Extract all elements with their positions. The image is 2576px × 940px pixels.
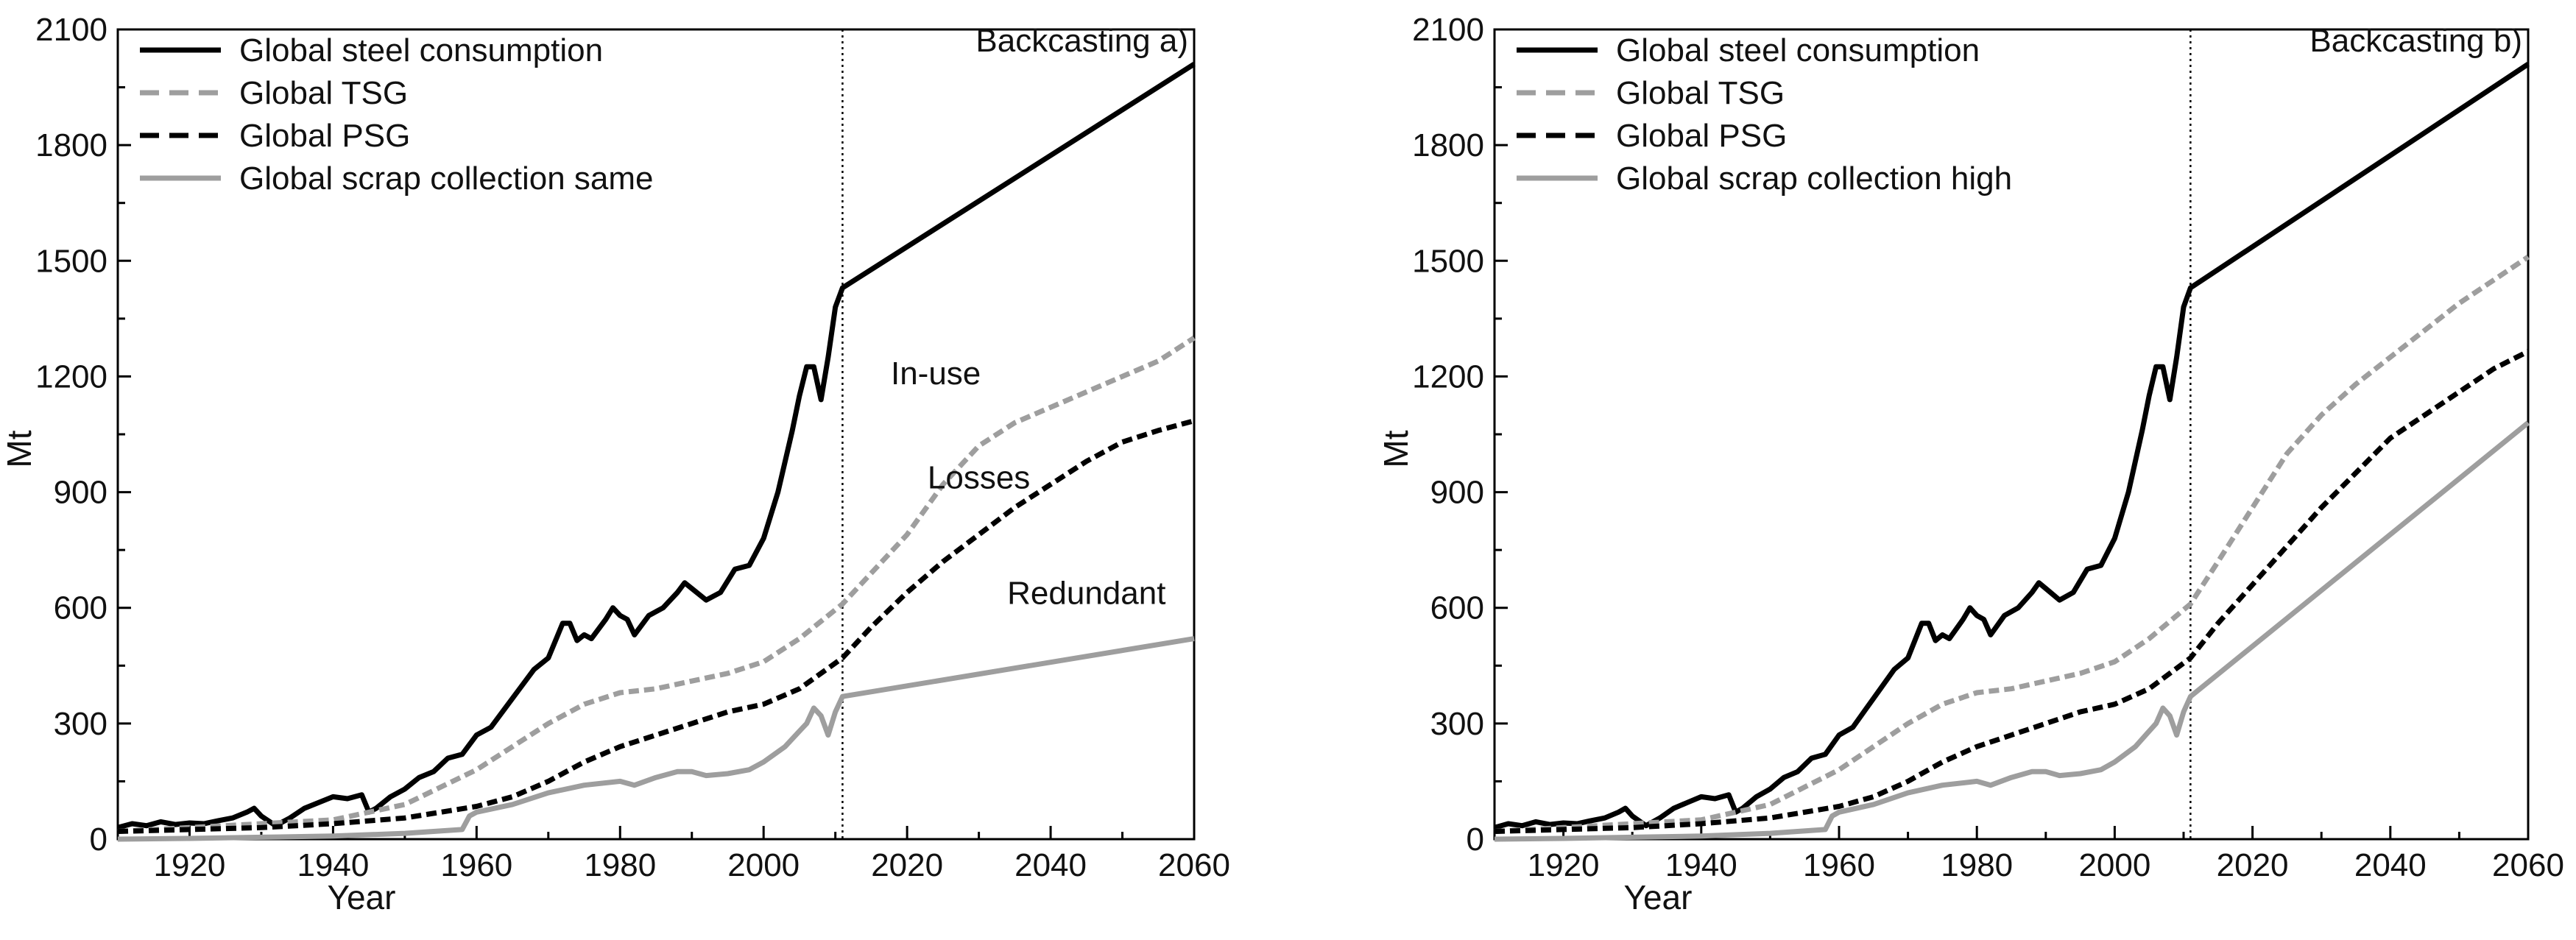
legend-label: Global steel consumption xyxy=(1616,32,1980,68)
y-tick-label: 1500 xyxy=(1412,243,1484,279)
legend-label: Global PSG xyxy=(239,118,410,154)
legend-label: Global PSG xyxy=(1616,118,1787,154)
y-tick-label: 1500 xyxy=(35,243,107,279)
series-line-4 xyxy=(117,636,1195,842)
x-axis-title: Year xyxy=(1624,878,1693,916)
x-tick-label: 1940 xyxy=(297,847,369,883)
y-tick-label: 600 xyxy=(54,590,107,626)
series-line-3 xyxy=(1494,349,2530,834)
x-tick-label: 1920 xyxy=(154,847,226,883)
chart-panel-2: 1920 1940 1960 1980 2000 2020 2040 2060 0 300 600 9… xyxy=(1377,12,2564,916)
x-tick-label: 1980 xyxy=(1941,847,2013,883)
x-tick-label: 2040 xyxy=(1014,847,1087,883)
y-tick-label: 1200 xyxy=(35,358,107,395)
x-tick-label: 2060 xyxy=(2492,847,2564,883)
x-tick-label: 2020 xyxy=(2217,847,2289,883)
y-tick-label: 1800 xyxy=(1412,127,1484,163)
series-line-2 xyxy=(117,336,1196,834)
y-tick-label: 600 xyxy=(1430,590,1484,626)
series-line-4 xyxy=(1494,420,2530,842)
x-tick-label: 2020 xyxy=(871,847,943,883)
y-tick-label: 1800 xyxy=(35,127,107,163)
x-axis-title: Year xyxy=(328,878,396,916)
annotation-label: In-use xyxy=(891,356,981,392)
y-tick-label: 2100 xyxy=(1412,12,1484,48)
y-tick-label: 1200 xyxy=(1412,358,1484,395)
panel-title: Backcasting a) xyxy=(975,23,1188,59)
y-tick-label: 300 xyxy=(1430,706,1484,742)
y-axis-title: Mt xyxy=(1377,430,1415,467)
x-tick-label: 2000 xyxy=(2078,847,2150,883)
y-axis-title: Mt xyxy=(0,430,38,467)
x-tick-label: 2040 xyxy=(2354,847,2427,883)
x-tick-label: 1920 xyxy=(1528,847,1600,883)
x-tick-label: 1960 xyxy=(440,847,512,883)
legend-label: Global scrap collection same xyxy=(239,160,653,197)
x-tick-label: 2060 xyxy=(1158,847,1230,883)
x-tick-label: 1940 xyxy=(1665,847,1737,883)
y-tick-label: 0 xyxy=(1467,821,1484,858)
series-line-3 xyxy=(117,418,1195,834)
x-tick-label: 1960 xyxy=(1803,847,1875,883)
series-line-1 xyxy=(1494,62,2530,830)
legend-label: Global TSG xyxy=(239,75,408,111)
y-tick-label: 2100 xyxy=(35,12,107,48)
x-tick-label: 2000 xyxy=(727,847,800,883)
y-tick-label: 900 xyxy=(54,475,107,511)
legend-label: Global steel consumption xyxy=(239,32,603,68)
series-line-2 xyxy=(1494,255,2530,834)
y-tick-label: 300 xyxy=(54,706,107,742)
legend-label: Global scrap collection high xyxy=(1616,160,2012,197)
chart-panel-1: 1920 1940 1960 1980 2000 2020 2040 2060 0 300 600 9… xyxy=(0,12,1230,916)
series-line-1 xyxy=(117,62,1196,830)
annotation-label: Losses xyxy=(928,459,1030,495)
y-tick-label: 900 xyxy=(1430,475,1484,511)
x-tick-label: 1980 xyxy=(584,847,656,883)
panel-title: Backcasting b) xyxy=(2309,23,2522,59)
legend-label: Global TSG xyxy=(1616,75,1785,111)
y-tick-label: 0 xyxy=(90,821,107,858)
annotation-label: Redundant xyxy=(1007,575,1165,611)
